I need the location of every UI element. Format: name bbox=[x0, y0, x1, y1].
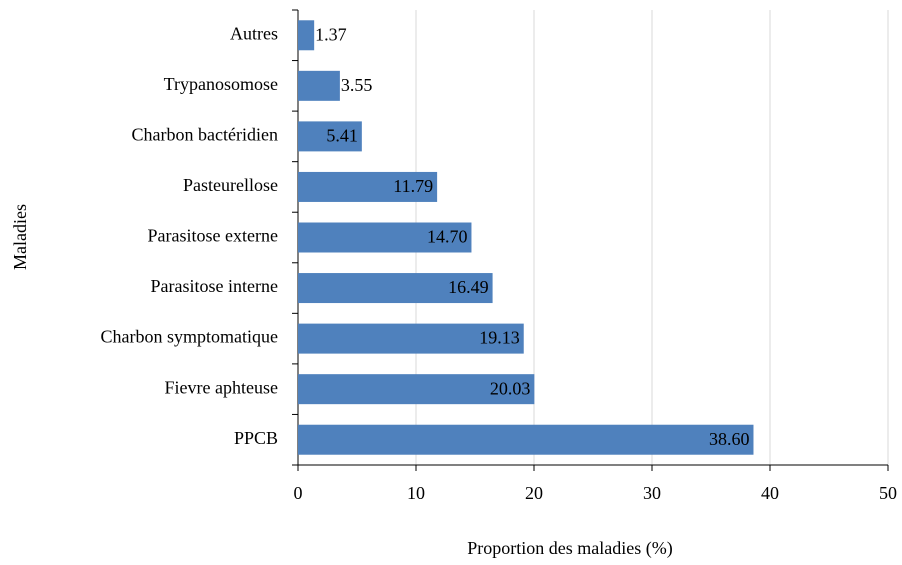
bar bbox=[298, 70, 340, 101]
bar bbox=[298, 20, 315, 51]
y-tick-label: Charbon symptomatique bbox=[101, 327, 278, 347]
data-label: 3.55 bbox=[341, 75, 373, 95]
bar bbox=[298, 424, 754, 455]
x-axis-title: Proportion des maladies (%) bbox=[467, 538, 672, 559]
y-tick-label: Autres bbox=[230, 23, 278, 43]
data-label: 14.70 bbox=[427, 227, 468, 247]
data-label: 19.13 bbox=[479, 328, 520, 348]
bar bbox=[298, 222, 472, 253]
data-label: 5.41 bbox=[326, 126, 358, 146]
y-tick-label: Pasteurellose bbox=[183, 175, 278, 195]
x-tick-label: 20 bbox=[525, 483, 543, 503]
y-tick-label: PPCB bbox=[234, 428, 278, 448]
x-tick-label: 50 bbox=[879, 483, 897, 503]
y-tick-label: Parasitose externe bbox=[148, 226, 278, 246]
data-label: 11.79 bbox=[393, 176, 433, 196]
bar bbox=[298, 273, 493, 304]
bar bbox=[298, 171, 438, 202]
x-tick-label: 0 bbox=[294, 483, 303, 503]
y-tick-label: Parasitose interne bbox=[151, 276, 278, 296]
bar bbox=[298, 323, 524, 354]
data-label: 1.37 bbox=[315, 24, 347, 44]
y-axis-title: Maladies bbox=[10, 204, 30, 270]
x-tick-label: 10 bbox=[407, 483, 425, 503]
data-label: 20.03 bbox=[490, 378, 531, 398]
y-tick-label: Charbon bactéridien bbox=[132, 125, 278, 145]
y-tick-label: Trypanosomose bbox=[164, 74, 278, 94]
bar bbox=[298, 374, 535, 405]
bar bbox=[298, 121, 362, 152]
data-label: 38.60 bbox=[709, 429, 750, 449]
x-tick-label: 40 bbox=[761, 483, 779, 503]
y-tick-label: Fievre aphteuse bbox=[165, 377, 278, 397]
x-tick-label: 30 bbox=[643, 483, 661, 503]
data-label: 16.49 bbox=[448, 277, 489, 297]
